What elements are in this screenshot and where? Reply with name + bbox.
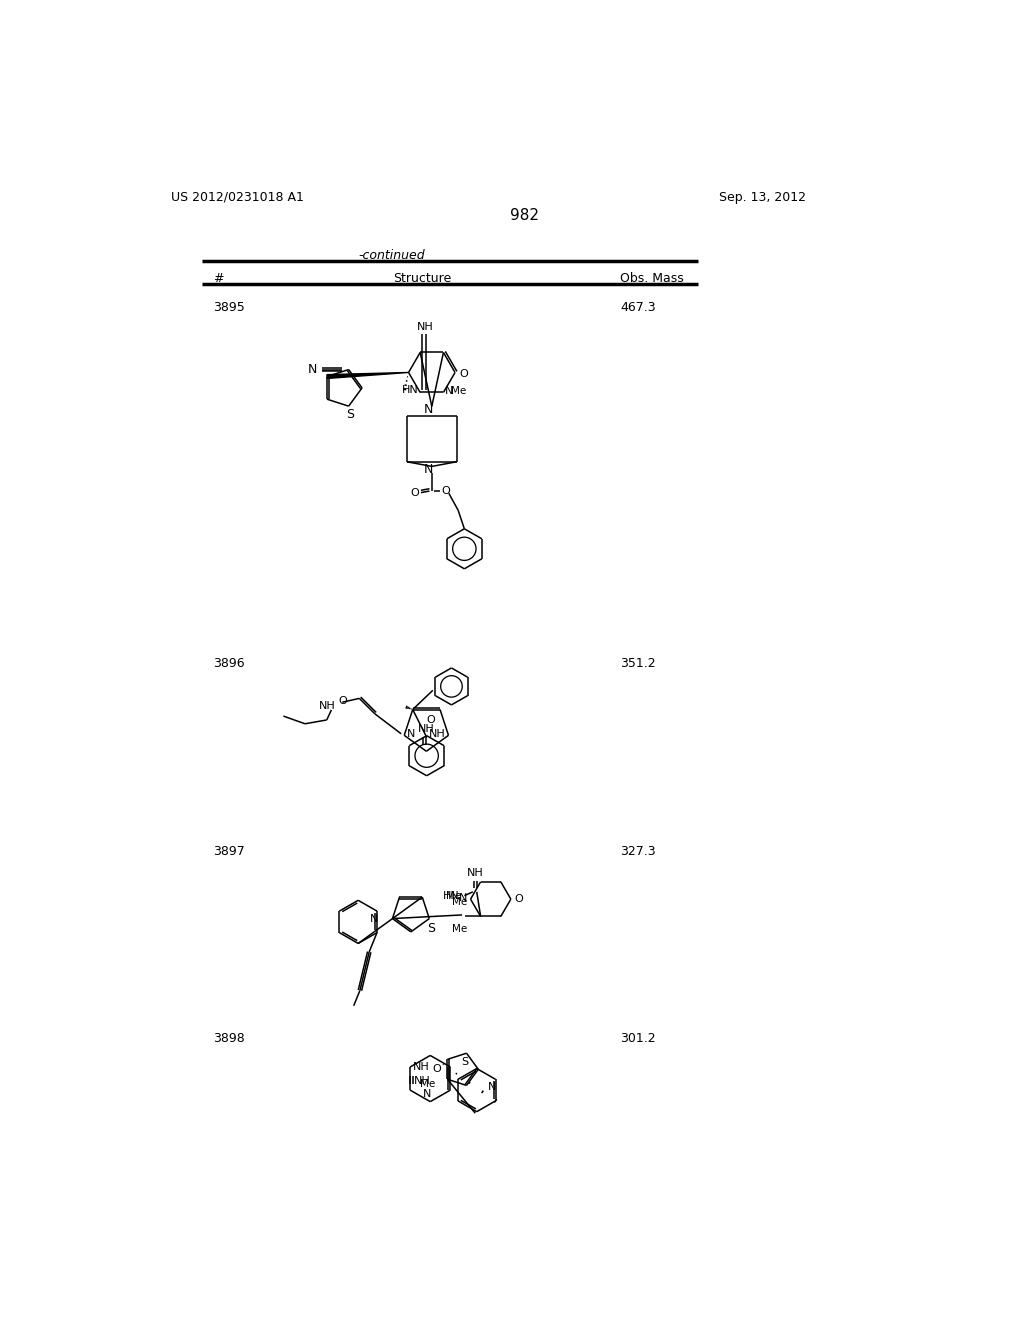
Polygon shape (327, 372, 409, 379)
Text: S: S (346, 408, 354, 421)
Text: NH: NH (414, 1063, 430, 1072)
Text: HN: HN (401, 385, 419, 395)
Text: Sep. 13, 2012: Sep. 13, 2012 (719, 190, 806, 203)
Text: S: S (427, 921, 435, 935)
Text: 982: 982 (510, 209, 540, 223)
Text: N: N (424, 403, 433, 416)
Text: NH: NH (417, 322, 434, 333)
Text: Me: Me (452, 898, 467, 907)
Text: O: O (426, 715, 435, 725)
Text: #: # (213, 272, 224, 285)
Text: Obs. Mass: Obs. Mass (621, 272, 684, 285)
Text: O: O (411, 487, 419, 498)
Text: O: O (459, 370, 468, 379)
Text: 327.3: 327.3 (621, 845, 655, 858)
Text: O: O (338, 697, 347, 706)
Text: 3898: 3898 (213, 1032, 245, 1045)
Text: O: O (441, 486, 451, 496)
Text: -continued: -continued (358, 249, 425, 263)
Text: HN: HN (443, 891, 460, 900)
Text: NH: NH (418, 725, 435, 734)
Text: S: S (462, 1057, 469, 1067)
Text: 467.3: 467.3 (621, 301, 655, 314)
Text: NH: NH (319, 701, 336, 711)
Text: O: O (432, 1064, 441, 1073)
Text: NH: NH (429, 729, 445, 739)
Text: N: N (459, 892, 467, 903)
Text: Structure: Structure (393, 272, 452, 285)
Text: 3895: 3895 (213, 301, 245, 314)
Text: N: N (370, 915, 378, 924)
Text: N: N (407, 729, 415, 739)
Text: N: N (307, 363, 316, 376)
Text: Me: Me (452, 924, 467, 935)
Text: N: N (488, 1082, 497, 1093)
Text: N: N (423, 1089, 431, 1100)
Text: N: N (424, 463, 433, 477)
Text: US 2012/0231018 A1: US 2012/0231018 A1 (171, 190, 303, 203)
Text: NH: NH (414, 1076, 431, 1086)
Text: 351.2: 351.2 (621, 657, 655, 671)
Text: N: N (445, 385, 454, 396)
Text: O: O (514, 894, 522, 904)
Text: Me: Me (420, 1080, 435, 1089)
Text: Me: Me (446, 891, 461, 902)
Text: 3897: 3897 (213, 845, 245, 858)
Text: Me: Me (452, 387, 466, 396)
Text: 301.2: 301.2 (621, 1032, 655, 1045)
Text: 3896: 3896 (213, 657, 245, 671)
Text: NH: NH (467, 869, 483, 878)
